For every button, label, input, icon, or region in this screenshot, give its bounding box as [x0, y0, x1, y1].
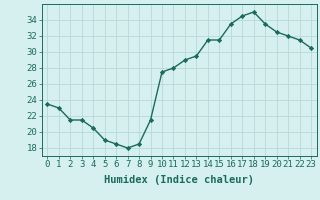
X-axis label: Humidex (Indice chaleur): Humidex (Indice chaleur): [104, 175, 254, 185]
